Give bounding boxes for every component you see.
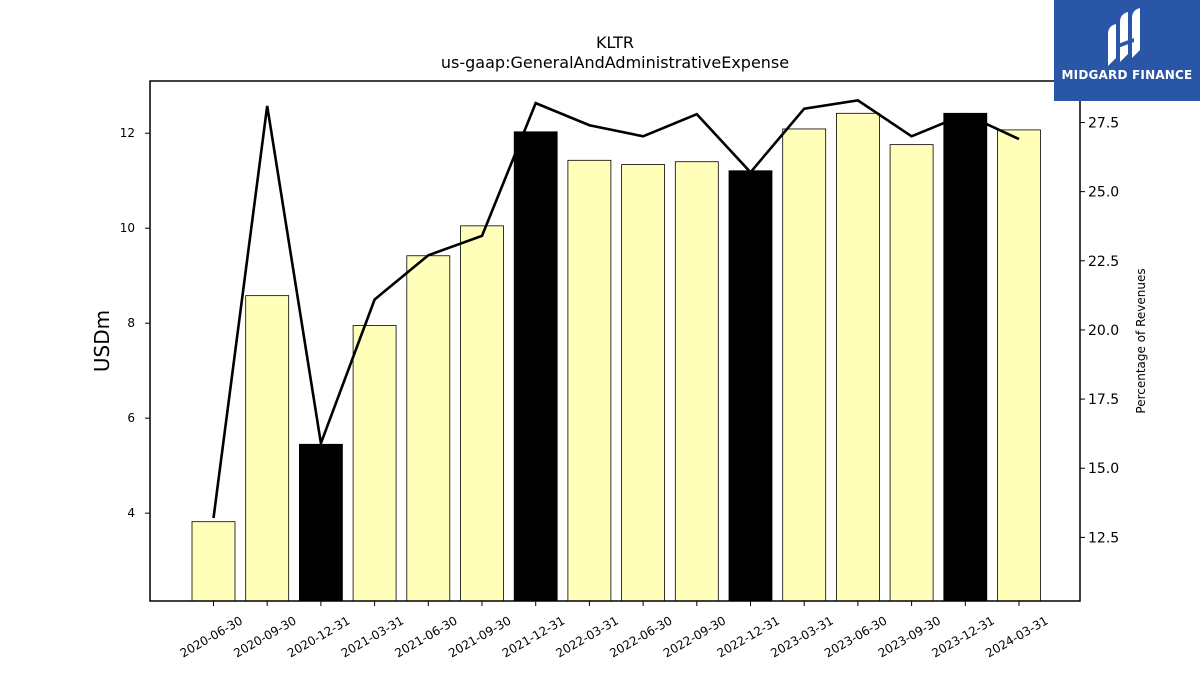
y-tick-label: 4 xyxy=(127,506,135,520)
bar-series xyxy=(191,112,1041,602)
y-axis-label: USDm xyxy=(90,310,114,372)
bar xyxy=(728,170,773,602)
line-series xyxy=(212,98,1020,519)
y2-tick-label: 17.5 xyxy=(1088,392,1119,408)
y2-tick-label: 25.0 xyxy=(1088,185,1119,201)
y-tick-label: 12 xyxy=(120,126,135,140)
bar xyxy=(460,225,504,602)
series-line xyxy=(212,98,1020,519)
bar xyxy=(782,128,827,602)
bar xyxy=(406,255,451,602)
bar xyxy=(513,131,558,602)
bar xyxy=(567,159,612,602)
bar xyxy=(298,443,343,602)
bar xyxy=(621,164,665,602)
logo-text: MIDGARD FINANCE xyxy=(1061,68,1193,82)
bar xyxy=(836,112,880,602)
bar xyxy=(191,521,236,602)
brand-logo: MIDGARD FINANCE xyxy=(1054,0,1200,101)
plot-frame xyxy=(149,80,1081,602)
bar xyxy=(245,295,290,602)
y-tick-label: 10 xyxy=(120,221,135,235)
y2-axis-label: Percentage of Revenues xyxy=(1134,268,1148,413)
y2-tick-label: 20.0 xyxy=(1088,323,1119,339)
chart-title: KLTR xyxy=(596,33,634,52)
y2-tick-label: 12.5 xyxy=(1088,530,1119,546)
bar xyxy=(352,325,397,602)
y2-tick-label: 15.0 xyxy=(1088,461,1119,477)
bar xyxy=(943,112,988,602)
bar xyxy=(997,129,1041,602)
chart-subtitle: us-gaap:GeneralAndAdministrativeExpense xyxy=(441,53,789,72)
y-tick-label: 6 xyxy=(127,411,135,425)
midgard-logo-icon xyxy=(1108,8,1140,66)
y2-tick-label: 22.5 xyxy=(1088,254,1119,270)
y-tick-label: 8 xyxy=(127,316,135,330)
bar xyxy=(889,144,934,602)
y2-tick-label: 27.5 xyxy=(1088,115,1119,131)
bar xyxy=(674,161,719,602)
